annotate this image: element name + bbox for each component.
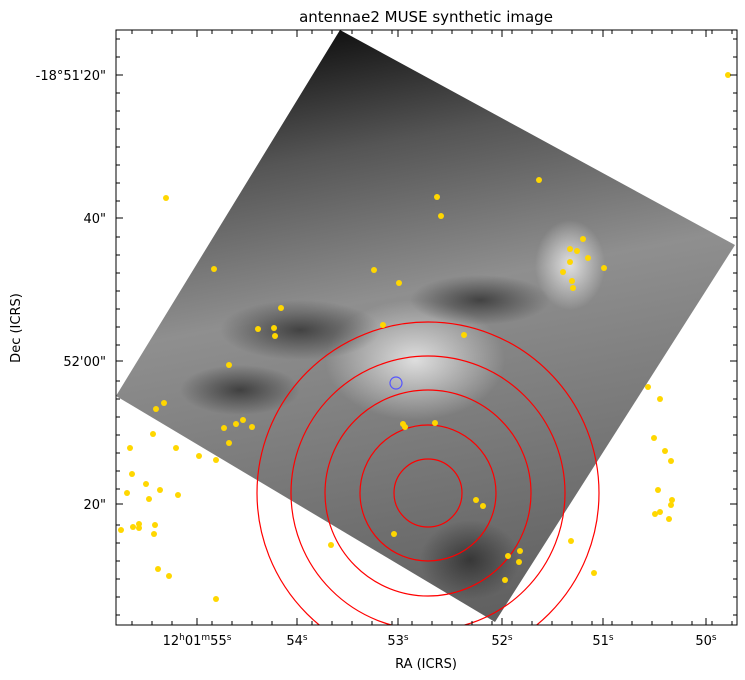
point-source-marker xyxy=(272,333,278,339)
x-tick-labels: 12h01m55s 54s 53s 52s 51s 50s xyxy=(163,633,717,649)
point-source-marker xyxy=(666,516,672,522)
point-source-marker xyxy=(517,548,523,554)
point-source-marker xyxy=(143,481,149,487)
x-tick-label: 12h01m55s xyxy=(163,633,232,649)
point-source-marker xyxy=(585,255,591,261)
point-source-marker xyxy=(152,522,158,528)
point-source-marker xyxy=(438,213,444,219)
point-source-marker xyxy=(473,497,479,503)
point-source-marker xyxy=(173,445,179,451)
point-source-marker xyxy=(580,236,586,242)
point-source-marker xyxy=(655,487,661,493)
y-tick-label: 20" xyxy=(83,498,106,513)
point-source-marker xyxy=(213,457,219,463)
point-source-marker xyxy=(213,596,219,602)
point-source-marker xyxy=(669,497,675,503)
point-source-marker xyxy=(461,332,467,338)
point-source-marker xyxy=(657,396,663,402)
x-tick-label: 50s xyxy=(695,633,717,649)
point-source-marker xyxy=(233,421,239,427)
point-source-marker xyxy=(129,471,135,477)
point-source-marker xyxy=(130,524,136,530)
point-source-marker xyxy=(516,559,522,565)
y-axis-label: Dec (ICRS) xyxy=(9,293,24,363)
point-source-marker xyxy=(668,502,674,508)
point-source-marker xyxy=(651,435,657,441)
point-source-marker xyxy=(662,448,668,454)
plot-title: antennae2 MUSE synthetic image xyxy=(299,8,553,26)
point-source-marker xyxy=(221,425,227,431)
point-source-marker xyxy=(196,453,202,459)
point-source-marker xyxy=(505,553,511,559)
point-source-marker xyxy=(249,424,255,430)
point-source-marker xyxy=(391,531,397,537)
point-source-marker xyxy=(226,440,232,446)
point-source-marker xyxy=(166,573,172,579)
aperture-circles xyxy=(256,321,600,625)
point-source-marker xyxy=(118,527,124,533)
aperture-circle xyxy=(359,424,497,562)
axis-ticks xyxy=(116,30,737,625)
y-tick-labels: -18°51'20" 40" 52'00" 20" xyxy=(36,69,106,513)
point-source-marker xyxy=(136,525,142,531)
point-source-marker xyxy=(151,531,157,537)
point-source-marker xyxy=(155,566,161,572)
point-source-marker xyxy=(226,362,232,368)
x-axis-label: RA (ICRS) xyxy=(395,657,457,672)
aperture-circle xyxy=(324,389,532,597)
point-source-marker xyxy=(124,490,130,496)
point-source-marker xyxy=(396,280,402,286)
point-source-marker xyxy=(668,458,674,464)
y-tick-label: 52'00" xyxy=(63,355,106,370)
point-source-marker xyxy=(163,195,169,201)
point-source-marker xyxy=(560,269,566,275)
point-source-marker xyxy=(601,265,607,271)
point-source-marker xyxy=(567,246,573,252)
point-sources xyxy=(118,72,731,602)
point-source-marker xyxy=(645,384,651,390)
point-source-marker xyxy=(380,322,386,328)
point-source-marker xyxy=(161,400,167,406)
aperture-circle xyxy=(256,321,600,625)
muse-image xyxy=(116,30,735,622)
y-tick-label: 40" xyxy=(83,212,106,227)
point-source-marker xyxy=(211,266,217,272)
point-source-marker xyxy=(146,496,152,502)
point-source-marker xyxy=(240,417,246,423)
target-circle xyxy=(389,376,403,390)
y-tick-label: -18°51'20" xyxy=(36,69,106,84)
aperture-circle xyxy=(290,355,566,625)
aperture-circle xyxy=(393,458,463,528)
point-source-marker xyxy=(402,424,408,430)
point-source-marker xyxy=(127,445,133,451)
point-source-marker xyxy=(657,509,663,515)
point-source-marker xyxy=(574,248,580,254)
point-source-marker xyxy=(536,177,542,183)
point-source-marker xyxy=(153,406,159,412)
point-source-marker xyxy=(569,278,575,284)
x-tick-label: 51s xyxy=(592,633,614,649)
point-source-marker xyxy=(175,492,181,498)
point-source-marker xyxy=(150,431,156,437)
point-source-marker xyxy=(434,194,440,200)
point-source-marker xyxy=(725,72,731,78)
point-source-marker xyxy=(432,420,438,426)
point-source-marker xyxy=(328,542,334,548)
point-source-marker xyxy=(271,325,277,331)
point-source-marker xyxy=(371,267,377,273)
point-source-marker xyxy=(570,285,576,291)
point-source-marker xyxy=(502,577,508,583)
x-tick-label: 52s xyxy=(491,633,513,649)
x-tick-label: 54s xyxy=(286,633,308,649)
point-source-marker xyxy=(255,326,261,332)
point-source-marker xyxy=(480,503,486,509)
point-source-marker xyxy=(567,259,573,265)
point-source-marker xyxy=(591,570,597,576)
point-source-marker xyxy=(652,511,658,517)
x-tick-label: 53s xyxy=(387,633,409,649)
point-source-marker xyxy=(157,487,163,493)
point-source-marker xyxy=(278,305,284,311)
point-source-marker xyxy=(568,538,574,544)
